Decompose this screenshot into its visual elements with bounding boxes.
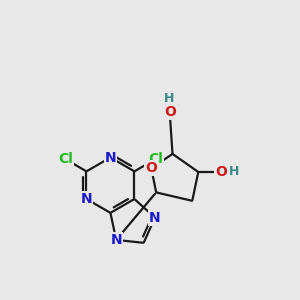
Text: H: H: [164, 92, 174, 105]
Text: N: N: [105, 151, 116, 164]
Text: O: O: [146, 161, 157, 175]
Text: O: O: [164, 105, 176, 119]
Text: N: N: [149, 211, 161, 224]
Text: Cl: Cl: [148, 152, 163, 166]
Text: N: N: [81, 192, 92, 206]
Text: Cl: Cl: [58, 152, 73, 166]
Text: N: N: [110, 233, 122, 247]
Text: H: H: [229, 166, 239, 178]
Text: O: O: [215, 165, 227, 179]
